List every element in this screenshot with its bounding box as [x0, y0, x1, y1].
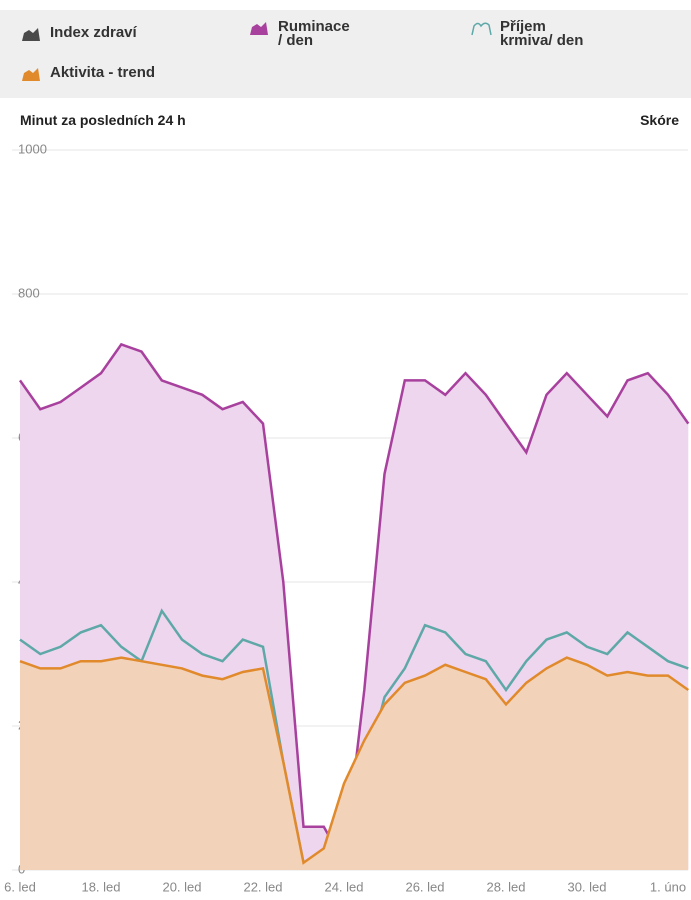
x-tick-label: 22. led — [243, 879, 282, 894]
legend-label: Ruminace / den — [278, 18, 350, 49]
x-tick-label: 6. led — [4, 879, 36, 894]
line — [19, 656, 690, 865]
legend: Index zdraví Ruminace / den Příjem krmiva/… — [0, 10, 691, 98]
legend-item[interactable]: Aktivita - trend — [20, 64, 200, 82]
x-tick-label: 24. led — [324, 879, 363, 894]
legend-label: Aktivita - trend — [50, 64, 156, 81]
x-tick-label: 26. led — [405, 879, 444, 894]
legend-item[interactable]: Příjem krmiva/ den — [470, 18, 600, 49]
legend-swatch — [22, 68, 40, 81]
legend-icon — [250, 22, 268, 35]
y-tick-label: 800 — [18, 285, 40, 300]
y2-axis-label: Skóre — [640, 112, 679, 128]
x-tick-label: 18. led — [81, 879, 120, 894]
legend-item[interactable]: Index zdraví — [20, 24, 160, 42]
legend-swatch — [471, 22, 492, 36]
legend-swatch — [22, 28, 40, 41]
legend-icon — [471, 22, 492, 36]
legend-swatch — [250, 22, 268, 35]
y-axis-label: Minut za posledních 24 h — [20, 112, 186, 128]
x-tick-label: 28. led — [486, 879, 525, 894]
legend-icon — [22, 28, 40, 41]
legend-item[interactable]: Ruminace / den — [248, 18, 358, 49]
legend-icon — [22, 68, 40, 81]
x-tick-label: 30. led — [567, 879, 606, 894]
y-tick-label: 1000 — [18, 141, 47, 156]
x-tick-label: 20. led — [162, 879, 201, 894]
legend-label: Index zdraví — [50, 24, 137, 41]
x-tick-label: 1. úno — [650, 879, 686, 894]
legend-label: Příjem krmiva/ den — [500, 18, 584, 49]
